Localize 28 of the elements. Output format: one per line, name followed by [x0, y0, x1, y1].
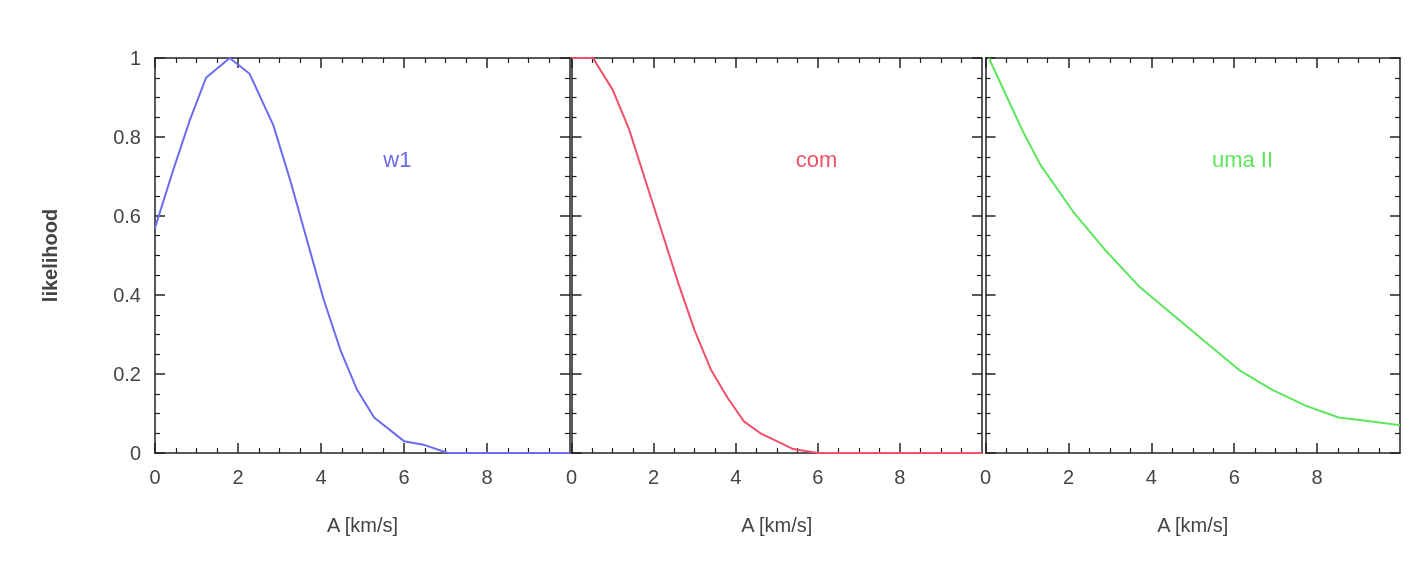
x-axis-title: A [km/s] — [326, 514, 399, 536]
x-tick-label: 4 — [315, 466, 327, 488]
y-axis-title: likelihood — [39, 208, 61, 303]
x-axis-title: A [km/s] — [1157, 514, 1229, 536]
text: com — [795, 146, 838, 172]
x-tick-label: 0 — [566, 466, 578, 488]
x-tick-label: 6 — [1228, 466, 1240, 488]
x-tick-label: 4 — [1145, 466, 1157, 488]
x-axis-title: A [km/s] — [741, 514, 813, 536]
x-tick-label: 2 — [232, 466, 244, 488]
x-tick-label: 8 — [481, 466, 493, 488]
x-tick-label: 0 — [980, 466, 992, 488]
y-tick-label: 0.2 — [113, 363, 141, 385]
x-tick-label: 8 — [1311, 466, 1323, 488]
y-tick-label: 1 — [129, 47, 141, 69]
y-tick-label: 0.6 — [113, 205, 141, 227]
text: w1 — [382, 146, 412, 172]
x-tick-label: 0 — [149, 466, 161, 488]
text: uma II — [1211, 146, 1274, 172]
y-tick-label: 0.8 — [113, 126, 141, 148]
x-tick-label: 2 — [1062, 466, 1075, 488]
x-tick-label: 4 — [730, 466, 742, 488]
x-tick-label: 8 — [894, 466, 906, 488]
x-tick-label: 2 — [648, 466, 660, 488]
y-tick-label: 0 — [129, 442, 141, 464]
x-tick-label: 6 — [812, 466, 824, 488]
y-tick-label: 0.4 — [113, 284, 141, 306]
x-tick-label: 6 — [398, 466, 410, 488]
